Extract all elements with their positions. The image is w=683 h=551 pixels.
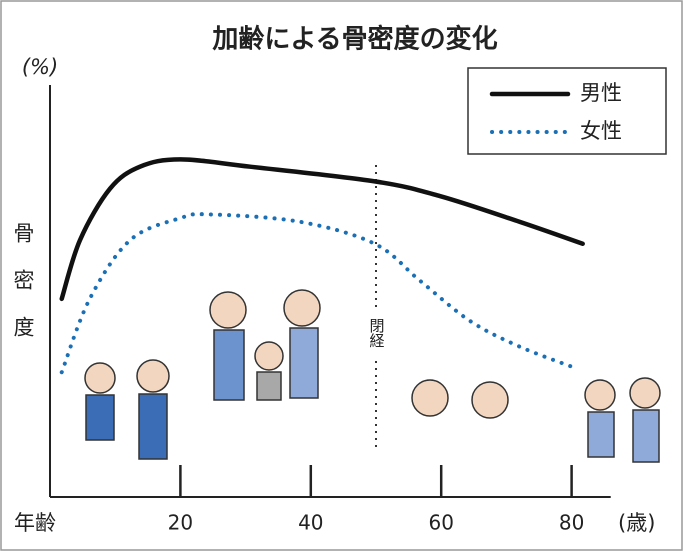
annotation-bg — [366, 310, 386, 360]
series-line — [59, 157, 585, 302]
legend-label: 男性 — [580, 81, 622, 105]
x-tick-label: 80 — [559, 511, 584, 535]
x-label: 年齢 — [14, 511, 56, 535]
y-label: (%) — [22, 55, 58, 79]
annotation-label: 閉経 — [368, 318, 386, 348]
legend — [467, 67, 667, 155]
x-unit: (歳) — [618, 511, 655, 535]
chart-title: 加齢による骨密度の変化 — [212, 24, 497, 55]
x-tick-label: 60 — [428, 511, 453, 535]
y-axis-title-text: 骨密度 — [11, 222, 35, 363]
x-tick-label: 20 — [168, 511, 193, 535]
x-tick-label: 40 — [298, 511, 323, 535]
series-line — [59, 212, 579, 375]
y-axis-title: 骨密度 — [11, 222, 35, 363]
legend-label: 女性 — [580, 119, 622, 143]
illustrations — [84, 289, 661, 463]
